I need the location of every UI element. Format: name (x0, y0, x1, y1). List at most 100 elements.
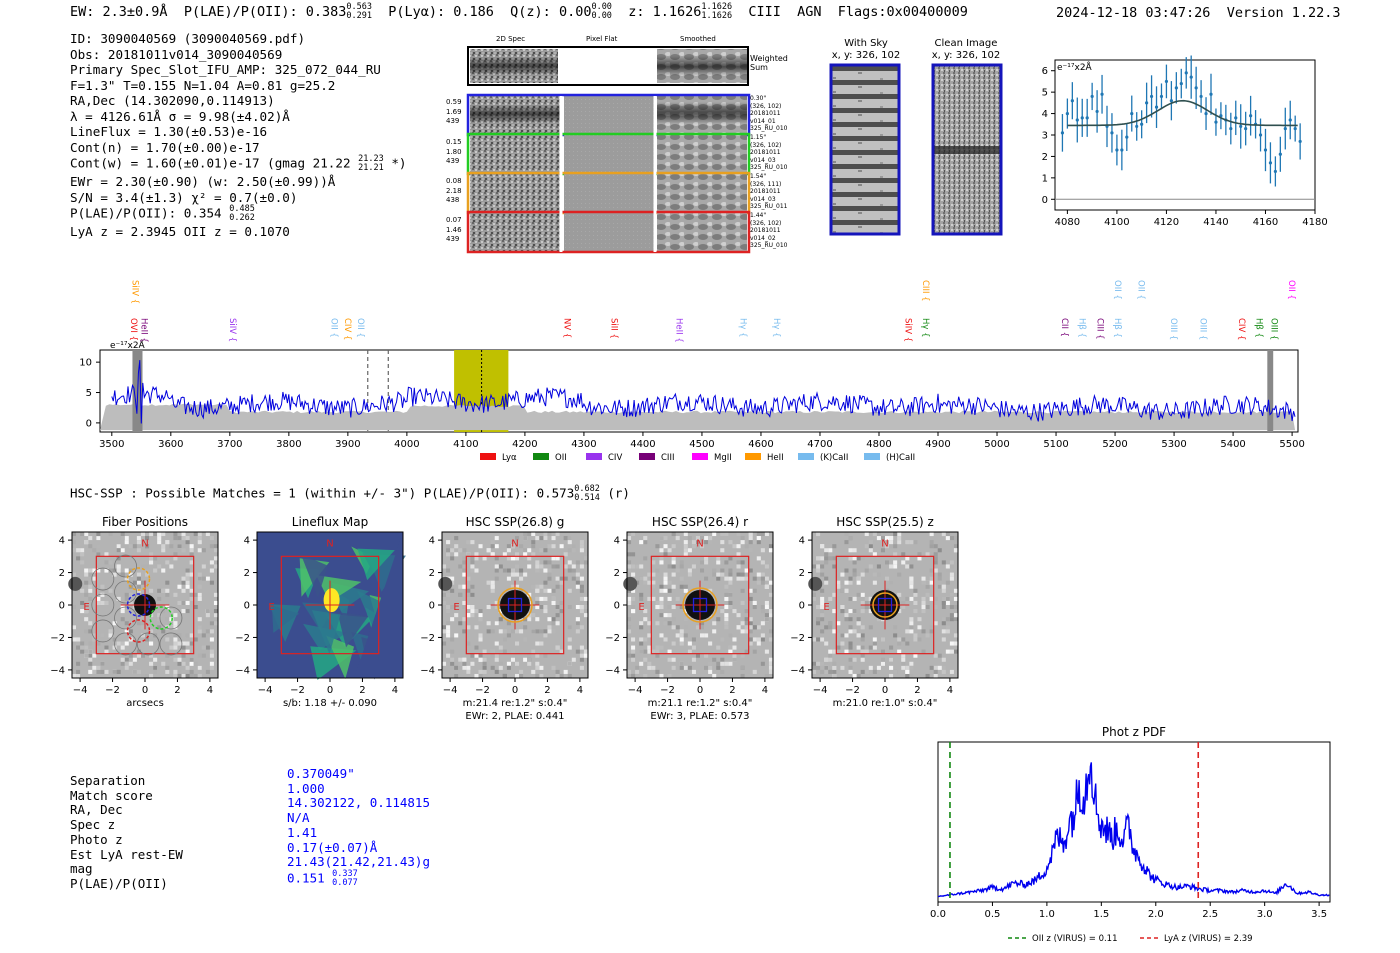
hsc-image-pixel (941, 600, 946, 605)
hsc-image-pixel (161, 532, 166, 537)
hsc-image-pixel (860, 645, 865, 650)
hsc-image-pixel (901, 605, 906, 610)
hsc-image-pixel (921, 596, 926, 601)
hsc-image-pixel (490, 540, 495, 545)
hsc-image-pixel (736, 552, 741, 557)
hsc-image-pixel (675, 536, 680, 541)
hsc-image-pixel (165, 560, 170, 565)
hsc-image-pixel (852, 609, 857, 614)
hsc-image-pixel (929, 568, 934, 573)
hsc-image-pixel (643, 536, 648, 541)
hsc-image-pixel (454, 665, 459, 670)
hsc-image-pixel (100, 633, 105, 638)
hsc-image-pixel (683, 540, 688, 545)
hsc-image-pixel (876, 564, 881, 569)
hsc-image-pixel (502, 649, 507, 654)
hsc-image-pixel (639, 625, 644, 630)
hsc-image-pixel (921, 600, 926, 605)
hsc-image-pixel (494, 556, 499, 561)
hsc-xtick-label: 2 (359, 685, 365, 696)
hsc-image-pixel (937, 653, 942, 658)
hsc-title-text: HSC-SSP : Possible Matches = 1 (within +… (70, 485, 575, 501)
hsc-image-pixel (446, 568, 451, 573)
hsc-image-pixel (112, 637, 117, 642)
hsc-image-pixel (820, 609, 825, 614)
hsc-image-pixel (559, 673, 564, 678)
hsc-image-pixel (724, 621, 729, 626)
fit-unit-label: e⁻¹⁷x2Å (1057, 61, 1093, 73)
hsc-image-pixel (161, 568, 166, 573)
hsc-image-pixel (663, 637, 668, 642)
hsc-image-pixel (205, 532, 210, 537)
hsc-ytick-label: 2 (244, 568, 250, 579)
hsc-image-pixel (535, 536, 540, 541)
hsc-image-pixel (116, 669, 121, 674)
hsc-image-pixel (506, 548, 511, 553)
hsc-ytick-label: −2 (235, 633, 250, 644)
hsc-image-pixel (145, 633, 150, 638)
weighted-sum-label: Weighted Sum (750, 54, 788, 72)
hsc-image-pixel (80, 548, 85, 553)
hsc-image-pixel (756, 641, 761, 646)
hsc-image-pixel (716, 665, 721, 670)
hsc-image-pixel (579, 609, 584, 614)
hsc-image-pixel (901, 560, 906, 565)
hsc-image-pixel (173, 645, 178, 650)
hsc-image-pixel (885, 568, 890, 573)
fit-point (1229, 126, 1233, 131)
spectrum-line-mark-top-label: CIII { (920, 280, 930, 302)
hsc-image-pixel (209, 580, 214, 585)
hsc-north-label: N (696, 539, 703, 550)
hsc-image-pixel (543, 580, 548, 585)
hsc-image-pixel (647, 633, 652, 638)
hsc-image-pixel (945, 617, 950, 622)
hsc-image-pixel (145, 637, 150, 642)
hsc-image-pixel (852, 572, 857, 577)
hsc-image-pixel (527, 548, 532, 553)
hsc-image-pixel (579, 588, 584, 593)
contw-hi: 21.23 (358, 154, 384, 164)
hsc-image-pixel (567, 548, 572, 553)
hsc-image-pixel (535, 641, 540, 646)
hsc-image-pixel (547, 544, 552, 549)
hsc-image-pixel (112, 669, 117, 674)
info-sn: S/N = 3.4(±1.3) χ² = 0.7(±0.0) (70, 189, 298, 205)
hsc-image-pixel (760, 609, 765, 614)
hsc-image-pixel (165, 617, 170, 622)
hsc-image-pixel (502, 673, 507, 678)
hsc-image-pixel (494, 657, 499, 662)
hsc-image-pixel (937, 665, 942, 670)
hsc-image-pixel (494, 669, 499, 674)
hsc-image-pixel (551, 600, 556, 605)
hsc-image-pixel (844, 568, 849, 573)
hsc-image-pixel (132, 669, 137, 674)
hsc-image-pixel (840, 588, 845, 593)
hsc-image-pixel (153, 665, 158, 670)
hsc-image-pixel (72, 625, 77, 630)
hsc-image-pixel (864, 568, 869, 573)
hsc-image-pixel (120, 609, 125, 614)
hsc-image-pixel (929, 629, 934, 634)
photz-xtick-label: 3.0 (1257, 909, 1273, 920)
fiber-circle (159, 606, 183, 630)
hsc-image-pixel (880, 657, 885, 662)
hsc-image-pixel (482, 661, 487, 666)
hsc-image-pixel (913, 637, 918, 642)
spectrum-series-line (111, 360, 1296, 424)
hsc-image-pixel (197, 576, 202, 581)
hsc-image-pixel (631, 653, 636, 658)
hsc-image-pixel (165, 580, 170, 585)
hsc-image-pixel (667, 548, 672, 553)
hsc-image-pixel (442, 564, 447, 569)
hsc-image-pixel (844, 617, 849, 622)
spectrum-legend-label: (K)CaII (820, 453, 848, 463)
hsc-image-pixel (470, 584, 475, 589)
hsc-image-pixel (840, 665, 845, 670)
info-plae-lo: 0.262 (229, 213, 255, 223)
fit-point (1075, 118, 1079, 122)
hsc-north-label: N (511, 539, 518, 550)
hsc-image-pixel (708, 661, 713, 666)
hsc-image-pixel (748, 641, 753, 646)
hsc-image-pixel (949, 613, 954, 618)
hsc-image-pixel (124, 621, 129, 626)
